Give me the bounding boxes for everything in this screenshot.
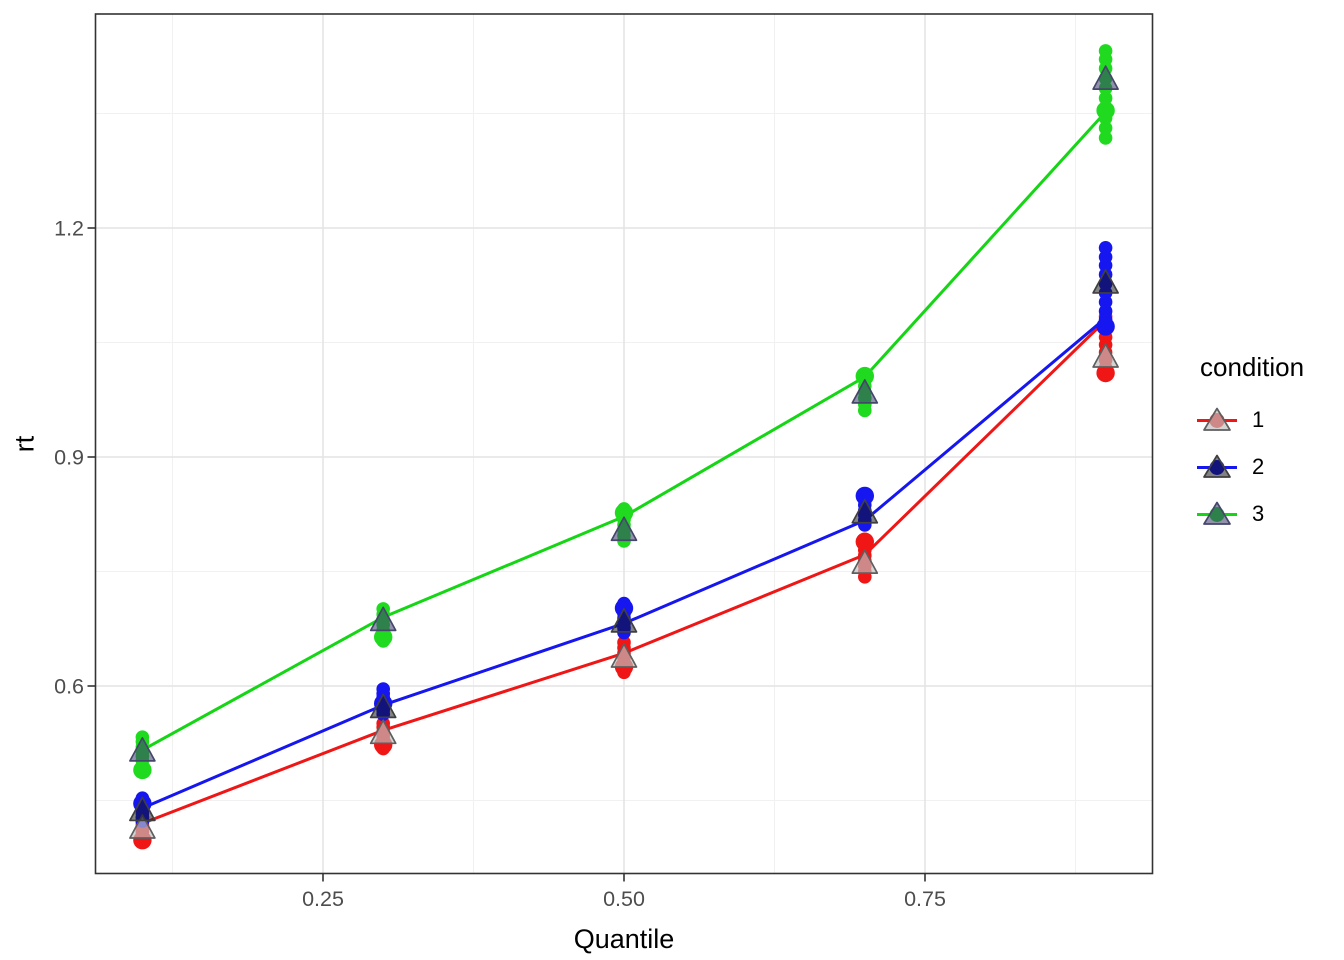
data-point xyxy=(1098,91,1113,106)
data-point xyxy=(1098,44,1113,58)
data-point-large xyxy=(855,532,874,551)
x-tick-label: 0.25 xyxy=(302,887,344,911)
legend-item-label: 2 xyxy=(1252,453,1265,479)
legend-item-condition-3: 3 xyxy=(1196,490,1304,537)
data-point-large xyxy=(374,627,393,647)
legend-triangle-sample xyxy=(1203,501,1231,525)
legend-key-glyph-1 xyxy=(1197,407,1237,431)
x-axis-title: Quantile xyxy=(573,924,675,954)
x-tick-label: 0.75 xyxy=(904,887,946,911)
mean-triangle xyxy=(851,549,879,574)
data-point-large xyxy=(133,760,152,780)
mean-triangle xyxy=(610,608,638,633)
data-point-large xyxy=(1096,317,1115,336)
mean-triangle xyxy=(851,498,879,524)
y-tick-label: 0.6 xyxy=(54,675,84,699)
legend-triangle-sample xyxy=(1203,407,1231,431)
legend-item-condition-2: 2 xyxy=(1196,443,1304,490)
data-point-large xyxy=(1096,363,1115,383)
legend-triangle-sample xyxy=(1203,454,1231,478)
mean-triangle xyxy=(1092,269,1119,294)
data-point-large xyxy=(855,366,874,386)
series-mean-triangles-1 xyxy=(129,343,1119,839)
mean-triangle xyxy=(369,693,397,719)
legend-title: condition xyxy=(1200,352,1305,382)
legend-item-condition-1: 1 xyxy=(1196,396,1304,443)
mean-triangle xyxy=(129,796,156,822)
mean-triangle xyxy=(369,719,397,745)
data-point xyxy=(376,682,391,696)
y-tick-label: 0.9 xyxy=(54,446,84,470)
mean-triangle xyxy=(851,379,879,404)
mean-triangle xyxy=(1092,343,1119,368)
series-mean-triangles-3 xyxy=(129,65,1119,762)
data-point xyxy=(1098,241,1113,255)
mean-triangle xyxy=(1092,65,1119,91)
legend-item-label: 1 xyxy=(1252,406,1265,432)
mean-triangle xyxy=(610,516,638,542)
data-point-large xyxy=(614,503,634,522)
legend-key-glyph-3 xyxy=(1197,501,1237,525)
x-tick-label: 0.50 xyxy=(603,887,645,911)
legend-item-label: 3 xyxy=(1252,500,1265,526)
data-point-large xyxy=(855,486,874,506)
mean-triangle xyxy=(129,737,156,762)
y-tick-label: 1.2 xyxy=(54,217,84,241)
legend-key-glyph-2 xyxy=(1197,454,1237,478)
data-point-large xyxy=(1096,101,1115,120)
mean-triangle xyxy=(129,814,156,839)
mean-triangle xyxy=(610,643,638,668)
data-point xyxy=(617,635,631,650)
series-mean-triangles-2 xyxy=(129,269,1119,822)
legend: condition 1 2 3 xyxy=(1196,352,1304,537)
data-point xyxy=(1098,131,1113,145)
data-point xyxy=(1098,121,1113,135)
y-axis-title: rt xyxy=(9,435,40,453)
mean-triangle xyxy=(369,606,397,632)
